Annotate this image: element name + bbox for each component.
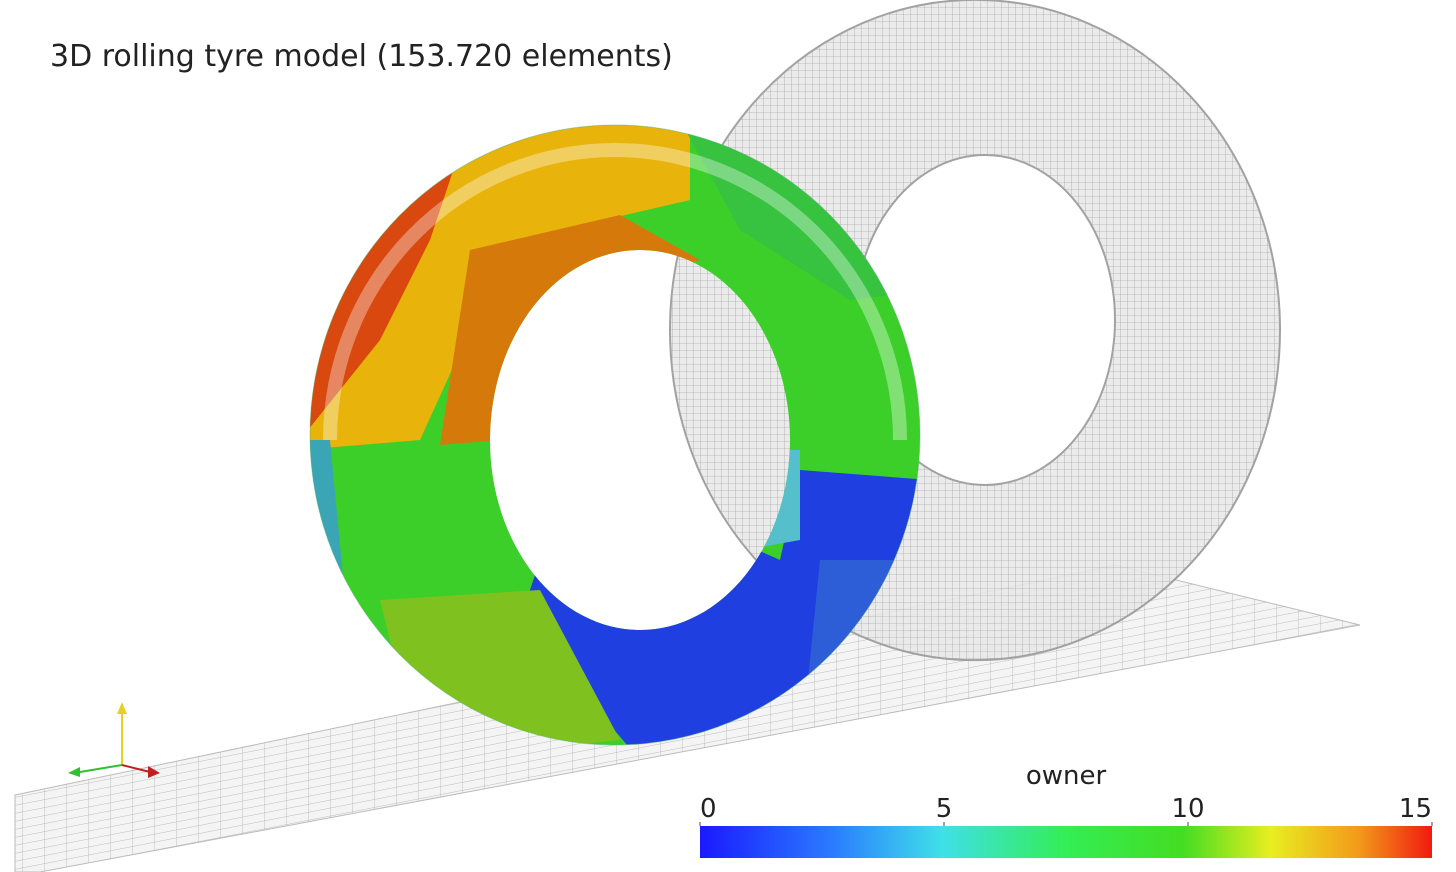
color-ramp	[700, 826, 1432, 858]
scalar-bar-tick-label: 0	[700, 794, 717, 824]
scalar-bar-tick-label: 10	[1171, 794, 1204, 824]
viewport: 3D rolling tyre model (153.720 elements)…	[0, 0, 1456, 872]
scalar-bar-title: owner	[1026, 761, 1107, 791]
scalar-bar: owner 0 5 10 15	[700, 761, 1432, 858]
title: 3D rolling tyre model (153.720 elements)	[50, 39, 673, 74]
scalar-bar-tick-label: 5	[936, 794, 953, 824]
axes-triad	[68, 702, 160, 778]
scalar-bar-tick-label: 15	[1399, 794, 1432, 824]
